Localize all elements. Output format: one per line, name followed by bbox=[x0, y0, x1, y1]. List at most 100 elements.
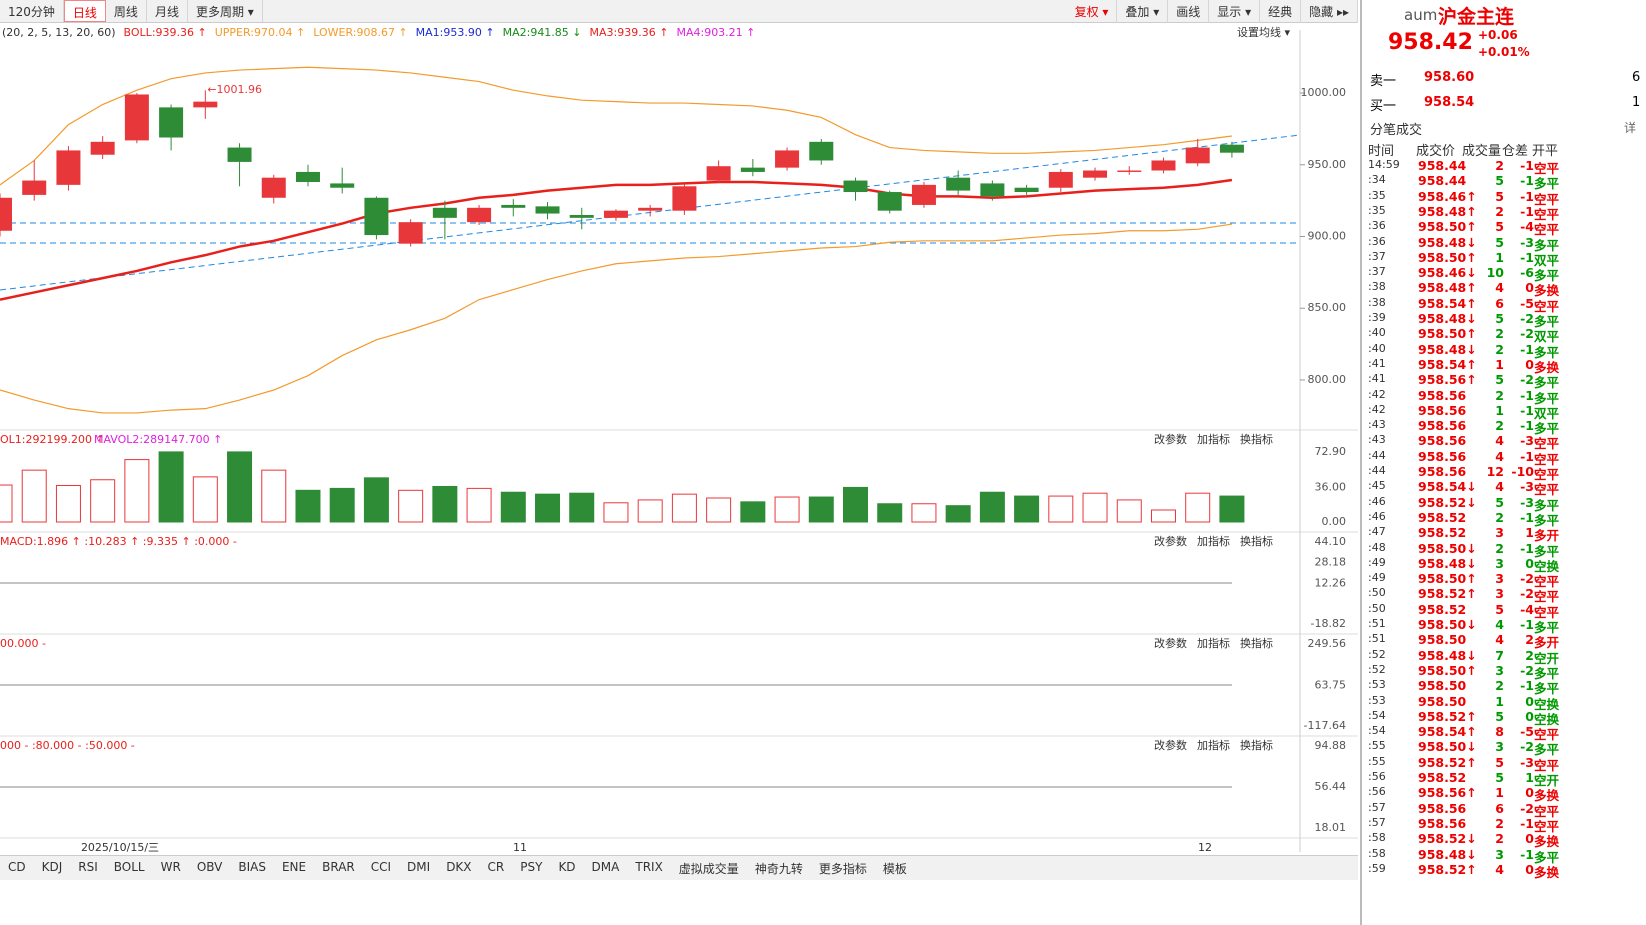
indicator-tab[interactable]: CCI bbox=[370, 860, 392, 874]
trade-row: :58 958.52↓ 2 0 多换 bbox=[1368, 831, 1646, 849]
indicator-tab[interactable]: 更多指标 bbox=[818, 862, 867, 876]
indicator-tab[interactable]: DMI bbox=[407, 860, 431, 874]
trade-row: :54 958.52↑ 5 0 空换 bbox=[1368, 709, 1646, 727]
indicator-tab[interactable]: CD bbox=[8, 860, 26, 874]
trade-kind: 多平 bbox=[1534, 512, 1560, 528]
volume-bar bbox=[21, 469, 47, 523]
indicator-tab[interactable]: BIAS bbox=[238, 860, 266, 874]
trade-diff: 1 bbox=[1525, 770, 1534, 785]
indicator-tab[interactable]: RSI bbox=[78, 860, 98, 874]
trade-kind: 多开 bbox=[1534, 635, 1560, 651]
trade-row: :38 958.54↑ 6 -5 空平 bbox=[1368, 296, 1646, 314]
volume-bar bbox=[1185, 492, 1211, 523]
book-label: 买一 bbox=[1370, 99, 1397, 114]
trade-volume: 7 bbox=[1495, 647, 1504, 663]
pane-button[interactable]: 改参数 bbox=[1154, 636, 1187, 650]
pane-button[interactable]: 换指标 bbox=[1240, 738, 1273, 752]
trade-row: :52 958.50↑ 3 -2 多平 bbox=[1368, 662, 1646, 681]
pane-header: MACD:1.896 ↑ :10.283 ↑ :9.335 ↑ :0.000 - bbox=[0, 535, 237, 548]
period-tab[interactable]: 120分钟 bbox=[0, 0, 64, 22]
trade-time: :39 bbox=[1368, 311, 1386, 324]
period-tab[interactable]: 月线 bbox=[147, 0, 188, 22]
trade-diff: -1 bbox=[1520, 540, 1534, 556]
indicator-tab[interactable]: WR bbox=[160, 860, 181, 874]
indicator-tab[interactable]: 虚拟成交量 bbox=[678, 862, 739, 876]
trade-kind: 多换 bbox=[1534, 283, 1560, 299]
pane-button[interactable]: 换指标 bbox=[1240, 534, 1273, 548]
trade-time: :49 bbox=[1368, 571, 1386, 585]
tool-button[interactable]: 叠加 ▾ bbox=[1117, 0, 1169, 23]
trade-volume: 3 bbox=[1495, 525, 1504, 541]
tool-button[interactable]: 显示 ▾ bbox=[1209, 0, 1261, 23]
pane-button[interactable]: 加指标 bbox=[1197, 636, 1230, 650]
trade-time: :52 bbox=[1368, 647, 1386, 661]
indicator-tab[interactable]: CR bbox=[487, 860, 505, 874]
trade-time: :35 bbox=[1368, 203, 1386, 217]
indicator-tab[interactable]: PSY bbox=[520, 860, 543, 874]
detail-button[interactable]: 详 bbox=[1624, 121, 1637, 135]
pane-button[interactable]: 改参数 bbox=[1154, 534, 1187, 548]
trade-row: :52 958.48↓ 7 2 空开 bbox=[1368, 647, 1646, 666]
trade-kind: 多换 bbox=[1534, 359, 1560, 375]
candle-body bbox=[432, 207, 457, 218]
indicator-tab[interactable]: KD bbox=[558, 860, 576, 874]
indicator-tab[interactable]: TRIX bbox=[635, 860, 663, 874]
trade-kind: 多平 bbox=[1534, 375, 1560, 391]
pane-button[interactable]: 换指标 bbox=[1240, 636, 1273, 650]
trade-row: :55 958.52↑ 5 -3 空平 bbox=[1368, 755, 1646, 773]
period-tab[interactable]: 日线 bbox=[63, 0, 106, 22]
tool-button[interactable]: 经典 bbox=[1260, 0, 1302, 23]
indicator-tab[interactable]: 模板 bbox=[882, 862, 907, 876]
trade-row: :44 958.56 4 -1 空平 bbox=[1368, 449, 1646, 467]
pane-button[interactable]: 改参数 bbox=[1154, 738, 1187, 752]
trade-row: :49 958.50↑ 3 -2 空平 bbox=[1368, 571, 1646, 589]
indicator-tab[interactable]: BOLL bbox=[113, 860, 145, 874]
trade-kind: 空平 bbox=[1534, 589, 1560, 605]
tool-button[interactable]: 复权 ▾ bbox=[1067, 0, 1118, 23]
trade-kind: 空换 bbox=[1534, 711, 1560, 727]
trade-diff: -1 bbox=[1520, 158, 1534, 173]
trade-volume: 5 bbox=[1495, 219, 1504, 235]
trade-price: 958.50↑ bbox=[1418, 249, 1477, 265]
volume-bar bbox=[911, 503, 937, 523]
trade-time: :45 bbox=[1368, 479, 1386, 493]
trade-time: :41 bbox=[1368, 356, 1386, 370]
high-annotation: ←1001.96 bbox=[207, 83, 262, 96]
trade-time: :59 bbox=[1368, 861, 1386, 875]
pane-button[interactable]: 加指标 bbox=[1197, 534, 1230, 548]
pane-button[interactable]: 加指标 bbox=[1197, 738, 1230, 752]
trade-diff: -1 bbox=[1520, 418, 1534, 434]
period-tab[interactable]: 周线 bbox=[106, 0, 147, 22]
trade-kind: 空平 bbox=[1534, 298, 1560, 314]
trade-price: 958.50↑ bbox=[1418, 662, 1477, 678]
trade-kind: 多平 bbox=[1534, 176, 1560, 192]
pane-button[interactable]: 改参数 bbox=[1154, 432, 1187, 446]
y-tick-label: 94.88 bbox=[1315, 739, 1347, 752]
indicator-tab[interactable]: DKX bbox=[446, 860, 472, 874]
trade-row: :41 958.56↑ 5 -2 多平 bbox=[1368, 372, 1646, 390]
trade-price: 958.50↑ bbox=[1418, 219, 1477, 235]
indicator-tab[interactable]: 神奇九转 bbox=[754, 862, 803, 876]
trade-volume: 2 bbox=[1495, 509, 1504, 525]
trade-price: 958.48↓ bbox=[1418, 846, 1477, 862]
trade-kind: 多平 bbox=[1534, 742, 1560, 758]
trade-time: :51 bbox=[1368, 617, 1386, 630]
trade-price: 958.50↓ bbox=[1418, 739, 1477, 755]
trade-diff: -10 bbox=[1511, 464, 1534, 479]
trade-volume: 5 bbox=[1495, 494, 1504, 510]
pane-button[interactable]: 换指标 bbox=[1240, 432, 1273, 446]
trade-row: :54 958.54↑ 8 -5 空平 bbox=[1368, 724, 1646, 742]
period-tab[interactable]: 更多周期 ▾ bbox=[188, 0, 263, 22]
indicator-tab[interactable]: BRAR bbox=[322, 860, 355, 874]
candle-body bbox=[775, 150, 800, 168]
indicator-tab[interactable]: ENE bbox=[281, 860, 307, 874]
indicator-tab[interactable]: KDJ bbox=[41, 860, 63, 874]
candle-body bbox=[261, 177, 286, 198]
pane-button[interactable]: 加指标 bbox=[1197, 432, 1230, 446]
indicator-tab[interactable]: OBV bbox=[196, 860, 223, 874]
tool-button[interactable]: 隐藏 ▸▸ bbox=[1301, 0, 1358, 23]
volume-bar bbox=[192, 476, 218, 523]
indicator-tab[interactable]: DMA bbox=[591, 860, 620, 874]
section-title: 分笔成交 bbox=[1370, 123, 1423, 138]
tool-button[interactable]: 画线 bbox=[1168, 0, 1210, 23]
